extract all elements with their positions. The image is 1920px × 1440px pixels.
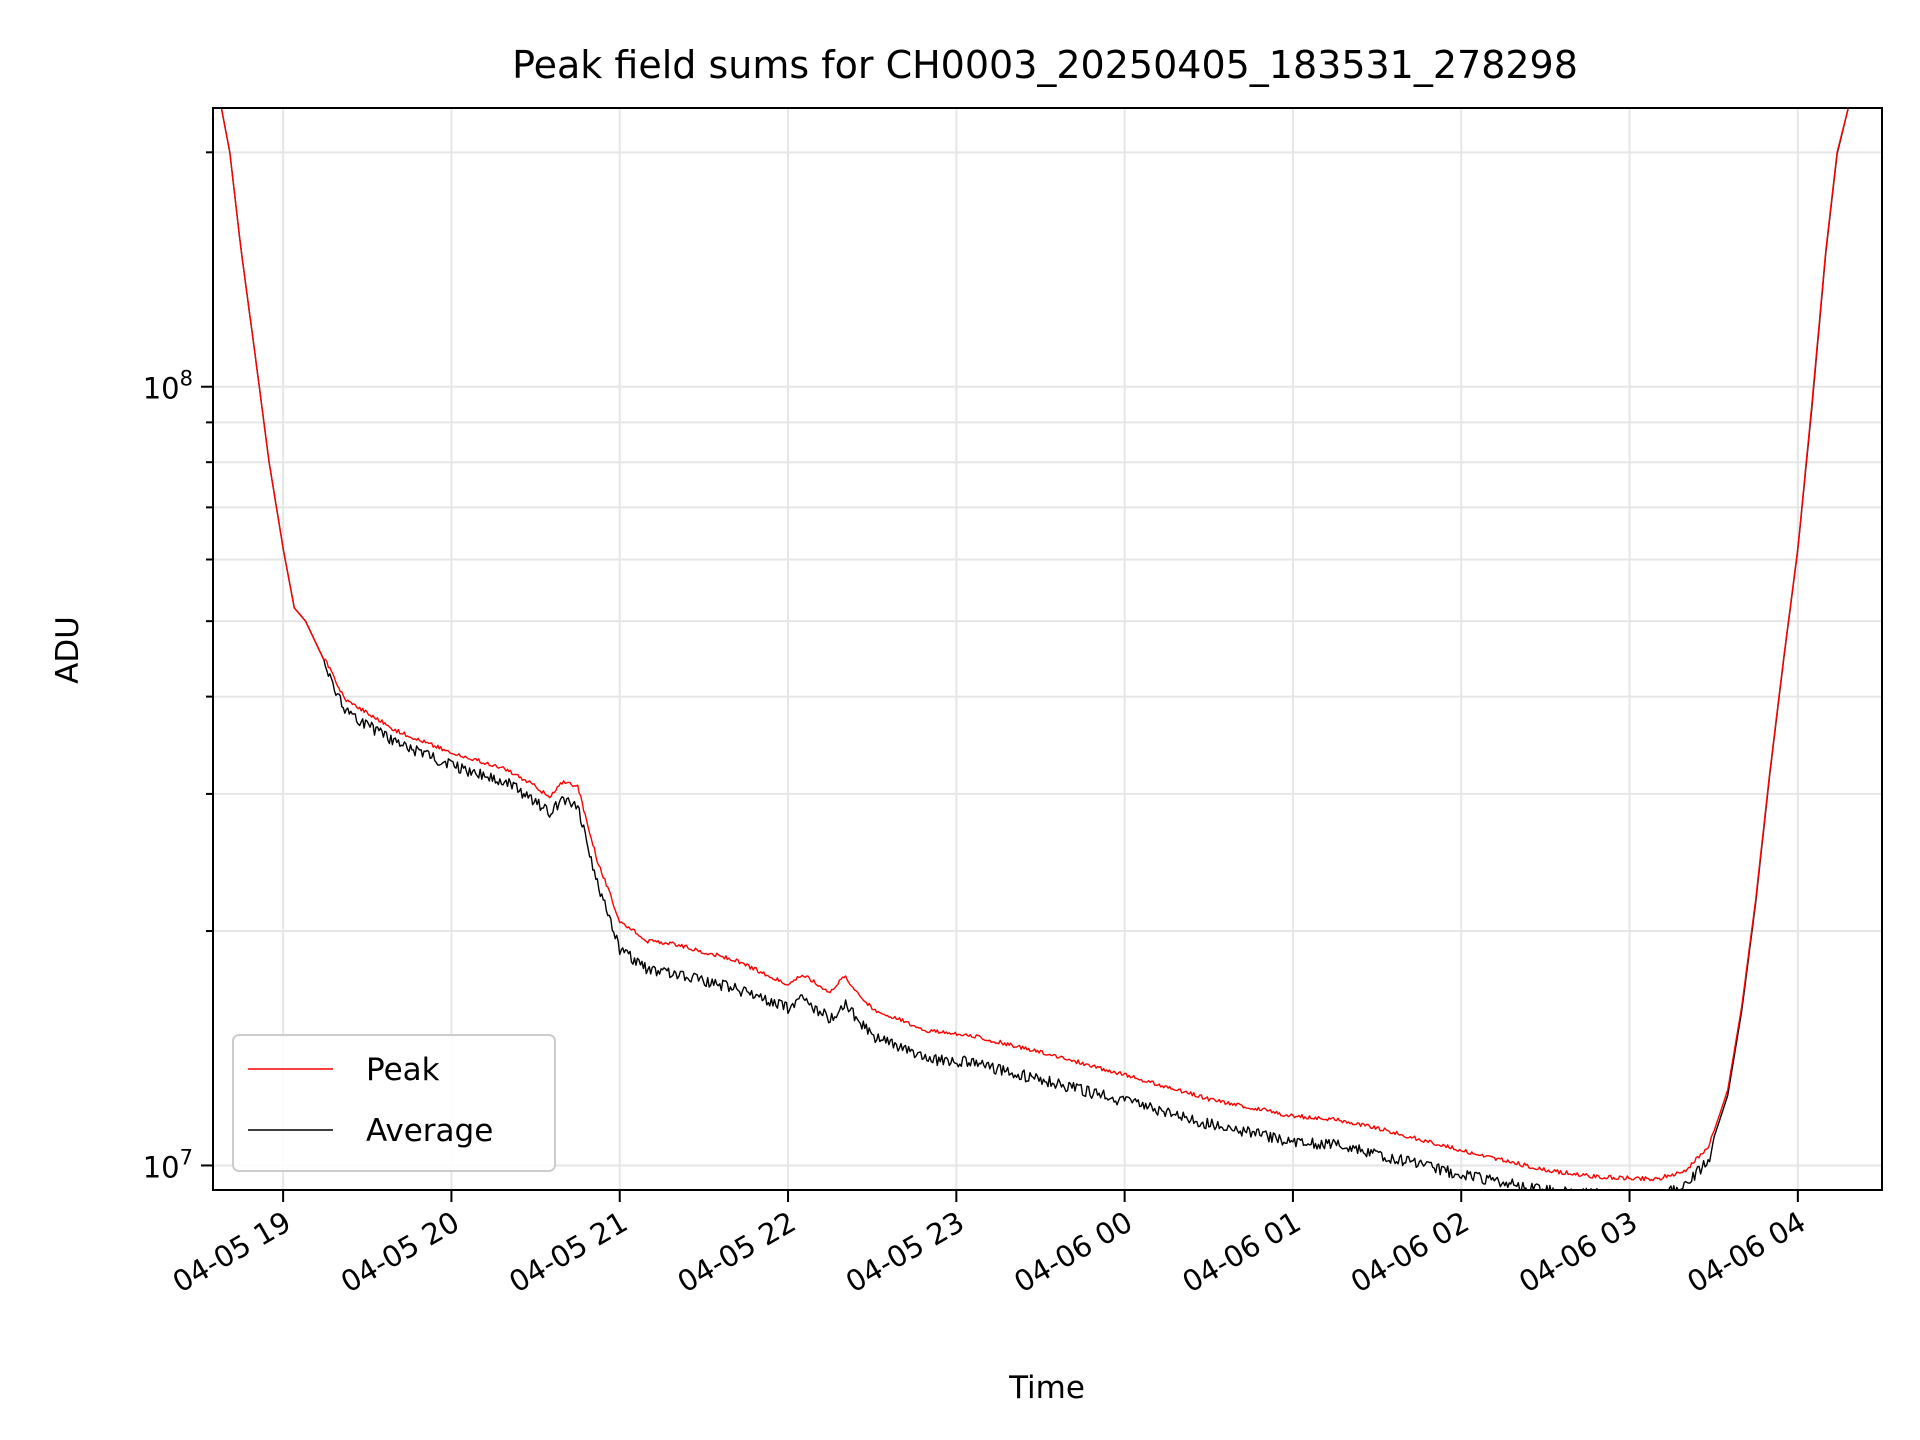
x-tick-label: 04-05 21 (503, 1205, 633, 1300)
x-tick-label: 04-05 23 (840, 1205, 970, 1300)
y-axis-title: ADU (50, 616, 86, 684)
x-tick-label: 04-06 00 (1008, 1205, 1138, 1300)
x-tick-label: 04-05 19 (167, 1205, 297, 1300)
series-layer (220, 108, 1849, 1190)
x-tick-label: 04-06 03 (1513, 1205, 1643, 1300)
series-line-peak (220, 108, 1849, 1182)
x-tick-label: 04-06 01 (1177, 1205, 1307, 1300)
x-axis: 04-05 19 04-05 20 04-05 21 04-05 22 04-05 23… (167, 1190, 1811, 1300)
legend-label-average: Average (366, 1113, 493, 1149)
legend-label-peak: Peak (366, 1052, 440, 1088)
legend: Peak Average (232, 1034, 556, 1172)
x-axis-title: Time (1008, 1370, 1085, 1406)
y-tick-label: 107 (143, 1145, 193, 1184)
grid-lines (213, 108, 1882, 1190)
x-tick-label: 04-06 04 (1681, 1205, 1811, 1300)
chart-title: Peak field sums for CH0003_20250405_1835… (512, 43, 1578, 87)
plot-frame (212, 107, 1883, 1191)
plot-area (220, 108, 1849, 1190)
x-tick-label: 04-06 02 (1345, 1205, 1475, 1300)
series-line-average (220, 108, 1849, 1190)
y-tick-label: 108 (143, 367, 193, 406)
x-tick-label: 04-05 20 (335, 1205, 465, 1300)
y-axis: 107 108 (143, 151, 213, 1184)
x-tick-label: 04-05 22 (672, 1205, 802, 1300)
